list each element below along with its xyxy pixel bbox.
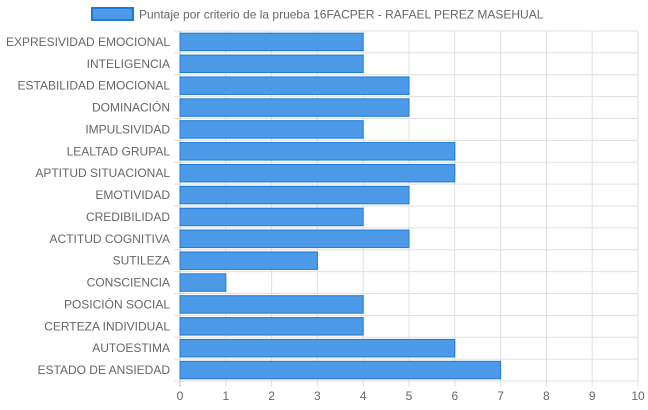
category-label: EMOTIVIDAD <box>95 188 170 202</box>
legend-label[interactable]: Puntaje por criterio de la prueba 16FACP… <box>139 8 544 22</box>
category-label: ACTITUD COGNITIVA <box>50 232 170 246</box>
x-tick-labels: 0 1 2 3 4 5 6 7 8 9 10 <box>177 389 645 403</box>
category-label: APTITUD SITUACIONAL <box>35 166 170 180</box>
bar[interactable] <box>179 295 364 314</box>
bar[interactable] <box>179 142 456 161</box>
category-label: ESTADO DE ANSIEDAD <box>38 363 171 377</box>
bar[interactable] <box>179 338 456 358</box>
category-label: IMPULSIVIDAD <box>85 122 170 136</box>
category-label: LEALTAD GRUPAL <box>67 144 171 158</box>
category-label: INTELIGENCIA <box>87 57 170 71</box>
bar[interactable] <box>179 163 456 183</box>
bar[interactable] <box>179 360 502 380</box>
category-label: AUTOESTIMA <box>92 341 170 355</box>
bar[interactable] <box>179 229 410 249</box>
category-label: DOMINACIÓN <box>92 100 170 115</box>
legend[interactable]: Puntaje por criterio de la prueba 16FACP… <box>91 7 544 22</box>
category-label: EXPRESIVIDAD EMOCIONAL <box>6 35 170 49</box>
x-tick-label: 10 <box>631 389 645 403</box>
category-label: ESTABILIDAD EMOCIONAL <box>18 79 171 93</box>
bars <box>179 32 502 380</box>
x-tick-label: 4 <box>360 389 367 403</box>
category-label: POSICIÓN SOCIAL <box>64 296 170 311</box>
bar[interactable] <box>179 98 410 117</box>
bar[interactable] <box>179 273 227 292</box>
bar[interactable] <box>179 32 364 52</box>
x-tick-label: 9 <box>589 389 596 403</box>
bar[interactable] <box>179 185 410 205</box>
bar[interactable] <box>179 251 318 270</box>
category-label: CREDIBILIDAD <box>86 210 170 224</box>
bar[interactable] <box>179 120 364 139</box>
bar[interactable] <box>179 54 364 74</box>
x-tick-label: 0 <box>177 389 184 403</box>
x-tick-label: 8 <box>543 389 550 403</box>
x-tick-label: 3 <box>314 389 321 403</box>
x-tick-label: 7 <box>497 389 504 403</box>
x-tick-label: 2 <box>268 389 275 403</box>
category-labels: EXPRESIVIDAD EMOCIONAL INTELIGENCIA ESTABI… <box>6 35 170 377</box>
x-tick-label: 6 <box>451 389 458 403</box>
bar[interactable] <box>179 76 410 95</box>
bar[interactable] <box>179 207 364 227</box>
category-label: CONSCIENCIA <box>87 276 170 290</box>
x-tick-label: 1 <box>222 389 229 403</box>
category-label: SUTILEZA <box>113 254 170 268</box>
bar[interactable] <box>179 317 364 336</box>
legend-swatch[interactable] <box>91 7 134 21</box>
x-tick-label: 5 <box>406 389 413 403</box>
category-label: CERTEZA INDIVIDUAL <box>44 319 170 333</box>
